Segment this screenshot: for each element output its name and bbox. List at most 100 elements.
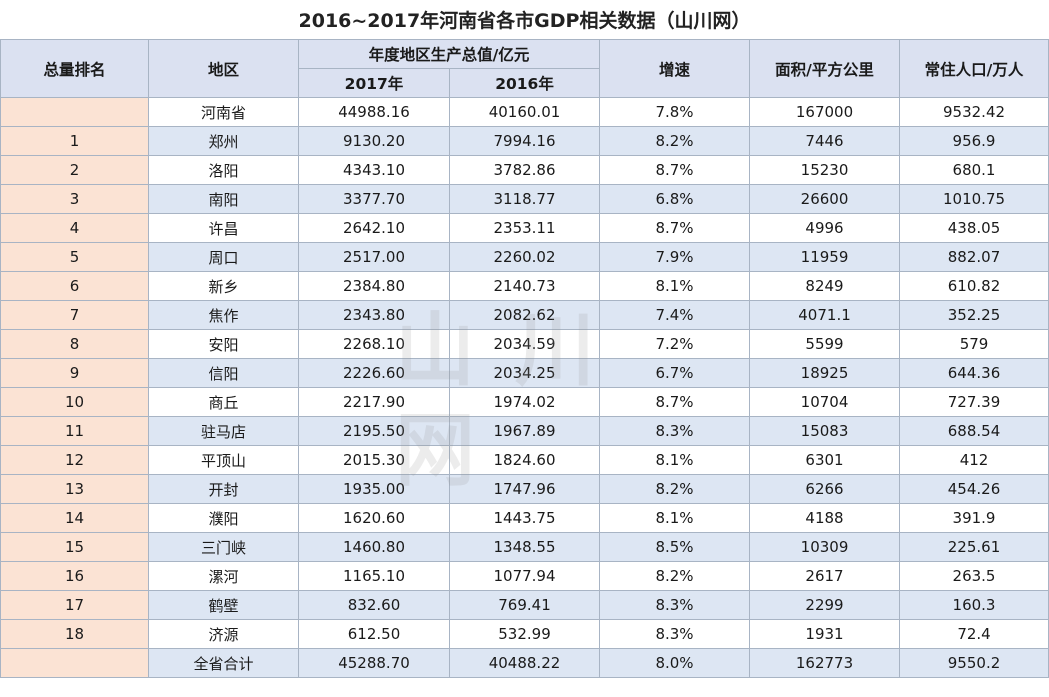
cell-population: 412: [899, 445, 1049, 475]
cell-y2016: 769.41: [448, 590, 601, 620]
cell-y2016: 1348.55: [448, 532, 601, 562]
cell-area: 4071.1: [749, 300, 901, 330]
table-row: 4 许昌 2642.10 2353.11 8.7% 4996 438.05: [0, 213, 1049, 243]
cell-growth: 8.7%: [599, 387, 751, 417]
header-area: 面积/平方公里: [749, 39, 901, 98]
cell-population: 225.61: [899, 532, 1049, 562]
cell-area: 4188: [749, 503, 901, 533]
cell-region: 平顶山: [148, 445, 299, 475]
table-row: 15 三门峡 1460.80 1348.55 8.5% 10309 225.61: [0, 532, 1049, 562]
cell-region: 郑州: [148, 126, 299, 156]
cell-rank: 16: [0, 561, 149, 591]
table-row: 全省合计 45288.70 40488.22 8.0% 162773 9550.2: [0, 648, 1049, 678]
cell-y2016: 2353.11: [448, 213, 601, 243]
cell-y2017: 9130.20: [298, 126, 450, 156]
cell-rank: 5: [0, 242, 149, 272]
cell-growth: 8.1%: [599, 271, 751, 301]
cell-growth: 7.9%: [599, 242, 751, 272]
table-row: 5 周口 2517.00 2260.02 7.9% 11959 882.07: [0, 242, 1049, 272]
table-row: 11 驻马店 2195.50 1967.89 8.3% 15083 688.54: [0, 416, 1049, 446]
cell-area: 4996: [749, 213, 901, 243]
cell-population: 727.39: [899, 387, 1049, 417]
table-row: 10 商丘 2217.90 1974.02 8.7% 10704 727.39: [0, 387, 1049, 417]
table-row: 2 洛阳 4343.10 3782.86 8.7% 15230 680.1: [0, 155, 1049, 185]
cell-rank: 18: [0, 619, 149, 649]
cell-population: 680.1: [899, 155, 1049, 185]
cell-region: 洛阳: [148, 155, 299, 185]
cell-population: 438.05: [899, 213, 1049, 243]
cell-rank: 14: [0, 503, 149, 533]
cell-area: 162773: [749, 648, 901, 678]
cell-growth: 8.7%: [599, 213, 751, 243]
cell-area: 15083: [749, 416, 901, 446]
cell-area: 26600: [749, 184, 901, 214]
cell-rank: [0, 97, 149, 127]
cell-rank: 2: [0, 155, 149, 185]
cell-growth: 6.8%: [599, 184, 751, 214]
cell-population: 1010.75: [899, 184, 1049, 214]
cell-population: 9532.42: [899, 97, 1049, 127]
cell-area: 7446: [749, 126, 901, 156]
cell-rank: 7: [0, 300, 149, 330]
cell-rank: 9: [0, 358, 149, 388]
cell-population: 610.82: [899, 271, 1049, 301]
cell-y2016: 2034.25: [448, 358, 601, 388]
cell-region: 开封: [148, 474, 299, 504]
cell-y2017: 1935.00: [298, 474, 450, 504]
cell-region: 周口: [148, 242, 299, 272]
cell-area: 18925: [749, 358, 901, 388]
header-rank: 总量排名: [0, 39, 149, 98]
cell-rank: 3: [0, 184, 149, 214]
table-row: 9 信阳 2226.60 2034.25 6.7% 18925 644.36: [0, 358, 1049, 388]
cell-y2017: 2384.80: [298, 271, 450, 301]
cell-region: 焦作: [148, 300, 299, 330]
cell-y2016: 1747.96: [448, 474, 601, 504]
cell-rank: 1: [0, 126, 149, 156]
cell-population: 263.5: [899, 561, 1049, 591]
table-row: 17 鹤壁 832.60 769.41 8.3% 2299 160.3: [0, 590, 1049, 620]
cell-region: 许昌: [148, 213, 299, 243]
table-row: 河南省 44988.16 40160.01 7.8% 167000 9532.42: [0, 97, 1049, 127]
cell-region: 三门峡: [148, 532, 299, 562]
table-row: 6 新乡 2384.80 2140.73 8.1% 8249 610.82: [0, 271, 1049, 301]
cell-area: 11959: [749, 242, 901, 272]
cell-y2016: 1443.75: [448, 503, 601, 533]
table-row: 12 平顶山 2015.30 1824.60 8.1% 6301 412: [0, 445, 1049, 475]
cell-area: 167000: [749, 97, 901, 127]
table-row: 3 南阳 3377.70 3118.77 6.8% 26600 1010.75: [0, 184, 1049, 214]
cell-population: 688.54: [899, 416, 1049, 446]
cell-growth: 8.2%: [599, 561, 751, 591]
gdp-table: 总量排名 地区 年度地区生产总值/亿元 增速 面积/平方公里 常住人口/万人 2…: [0, 39, 1049, 678]
cell-y2016: 532.99: [448, 619, 601, 649]
cell-y2017: 2217.90: [298, 387, 450, 417]
cell-area: 1931: [749, 619, 901, 649]
cell-rank: 13: [0, 474, 149, 504]
cell-population: 882.07: [899, 242, 1049, 272]
cell-population: 391.9: [899, 503, 1049, 533]
cell-y2017: 1620.60: [298, 503, 450, 533]
header-population: 常住人口/万人: [899, 39, 1049, 98]
table-header: 总量排名 地区 年度地区生产总值/亿元 增速 面积/平方公里 常住人口/万人 2…: [0, 39, 1049, 98]
header-region: 地区: [148, 39, 299, 98]
cell-growth: 8.3%: [599, 590, 751, 620]
cell-y2016: 1824.60: [448, 445, 601, 475]
cell-growth: 8.7%: [599, 155, 751, 185]
cell-y2017: 2642.10: [298, 213, 450, 243]
header-gdp-group: 年度地区生产总值/亿元: [297, 39, 601, 69]
cell-y2017: 612.50: [298, 619, 450, 649]
cell-region: 全省合计: [148, 648, 299, 678]
cell-rank: 15: [0, 532, 149, 562]
cell-growth: 8.2%: [599, 474, 751, 504]
header-2016: 2016年: [448, 68, 601, 98]
cell-y2017: 2343.80: [298, 300, 450, 330]
cell-population: 956.9: [899, 126, 1049, 156]
cell-area: 10704: [749, 387, 901, 417]
cell-y2016: 1077.94: [448, 561, 601, 591]
cell-y2017: 2268.10: [298, 329, 450, 359]
cell-growth: 8.3%: [599, 619, 751, 649]
cell-area: 8249: [749, 271, 901, 301]
cell-growth: 8.3%: [599, 416, 751, 446]
cell-region: 南阳: [148, 184, 299, 214]
table-row: 14 濮阳 1620.60 1443.75 8.1% 4188 391.9: [0, 503, 1049, 533]
